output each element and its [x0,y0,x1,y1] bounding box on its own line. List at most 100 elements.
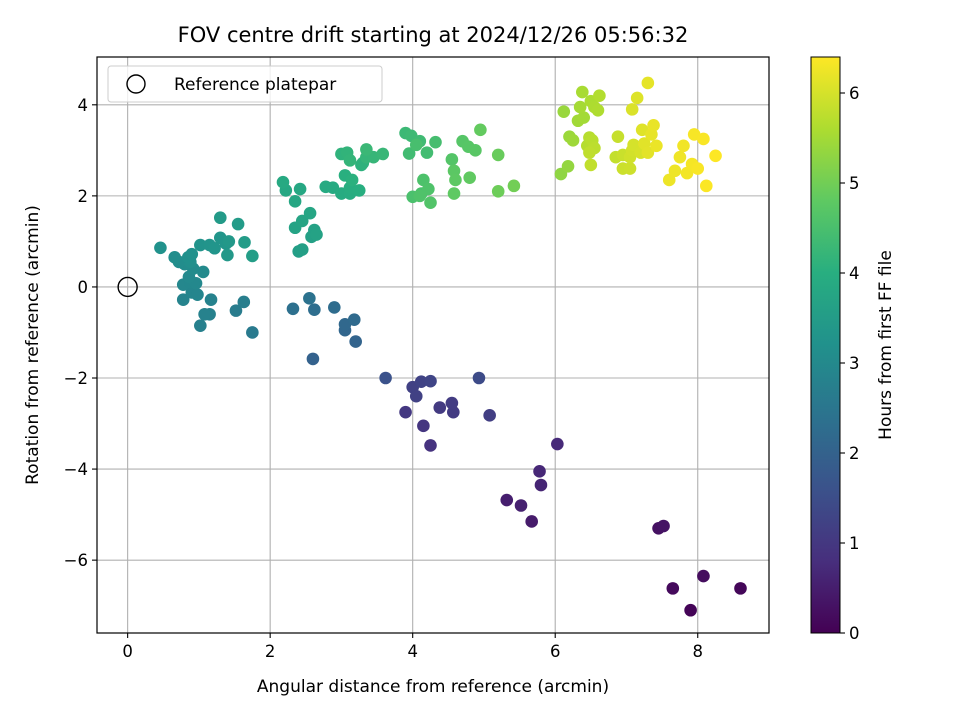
data-point [352,184,366,197]
data-point [343,154,357,167]
chart-title: FOV centre drift starting at 2024/12/26 … [178,23,689,47]
data-point [662,173,676,187]
data-point [424,196,437,210]
data-point [376,147,390,161]
data-point [379,371,392,385]
data-point [623,162,637,175]
legend-label: Reference platepar [174,75,336,95]
data-point [630,91,644,105]
data-point [413,189,427,203]
data-point [208,241,221,255]
data-point [666,582,680,595]
data-points [154,76,747,617]
data-point [402,147,416,160]
y-axis-ticks: −6 −4 −2 0 2 4 [64,96,97,570]
data-point [185,247,199,261]
data-point [691,162,705,175]
data-point [699,179,713,193]
data-point [514,499,528,512]
x-tick-label: 0 [122,642,133,661]
data-point [414,375,428,388]
data-point [463,171,476,184]
data-point [293,182,307,196]
data-point [409,389,423,403]
data-point [360,143,373,156]
data-point [417,419,430,433]
legend: Reference platepar [107,65,383,103]
data-point [204,293,218,306]
data-point [221,248,234,262]
data-point [507,179,521,193]
data-point [469,144,482,157]
data-point [472,371,486,385]
colorbar-tick-label: 1 [849,534,860,553]
x-axis-label: Angular distance from reference (arcmin) [257,677,609,697]
data-point [650,139,663,153]
data-point [551,437,564,451]
data-point [238,236,251,249]
data-point [246,249,259,263]
data-point [168,251,181,264]
data-point [474,123,487,137]
data-point [409,138,423,152]
data-point [673,150,687,164]
data-point [246,326,259,339]
data-point [194,238,207,252]
y-tick-label: 0 [78,278,89,297]
y-tick-label: −6 [64,551,88,570]
data-point [303,292,316,305]
y-tick-label: −4 [64,460,88,479]
data-point [709,149,722,163]
y-tick-label: 2 [78,187,89,206]
colorbar-tick-label: 2 [849,444,860,463]
data-point [491,185,505,198]
data-point [198,307,211,321]
x-axis-ticks: 0 2 4 6 8 [122,633,703,661]
data-point [591,103,605,117]
colorbar-ticks: 0 1 2 3 4 5 6 [840,84,860,643]
data-point [196,265,210,279]
data-point [276,175,290,189]
data-point [424,439,437,452]
colorbar-tick-label: 6 [849,84,860,103]
y-tick-label: 4 [78,96,89,115]
data-point [424,374,437,388]
data-point [433,401,447,414]
x-tick-label: 2 [265,642,276,661]
data-point [577,111,591,124]
data-point [237,295,251,309]
data-point [420,146,434,159]
data-point [194,319,207,332]
data-point [449,173,462,187]
data-point [422,182,435,196]
data-point [641,146,655,159]
reference-marker [117,276,138,298]
data-point [584,158,598,172]
data-point [734,582,747,595]
data-point [697,132,710,146]
data-point [641,76,655,90]
data-point [483,409,496,422]
reference-point-marker [117,276,138,298]
data-point [295,243,309,256]
data-point [625,103,639,116]
colorbar-tick-label: 0 [849,624,860,643]
data-point [222,235,236,248]
data-point [697,569,710,583]
data-point [647,119,660,132]
data-point [306,352,320,366]
data-point [213,211,227,225]
data-point [429,135,442,149]
data-point [657,519,670,533]
data-point [533,465,546,478]
data-point [229,304,243,317]
data-point [566,134,580,147]
data-point [677,139,690,153]
data-point [525,515,538,528]
data-point [399,405,412,419]
data-point [668,164,682,178]
data-point [349,335,362,348]
colorbar-label: Hours from first FF file [876,250,896,440]
data-point [557,105,571,118]
